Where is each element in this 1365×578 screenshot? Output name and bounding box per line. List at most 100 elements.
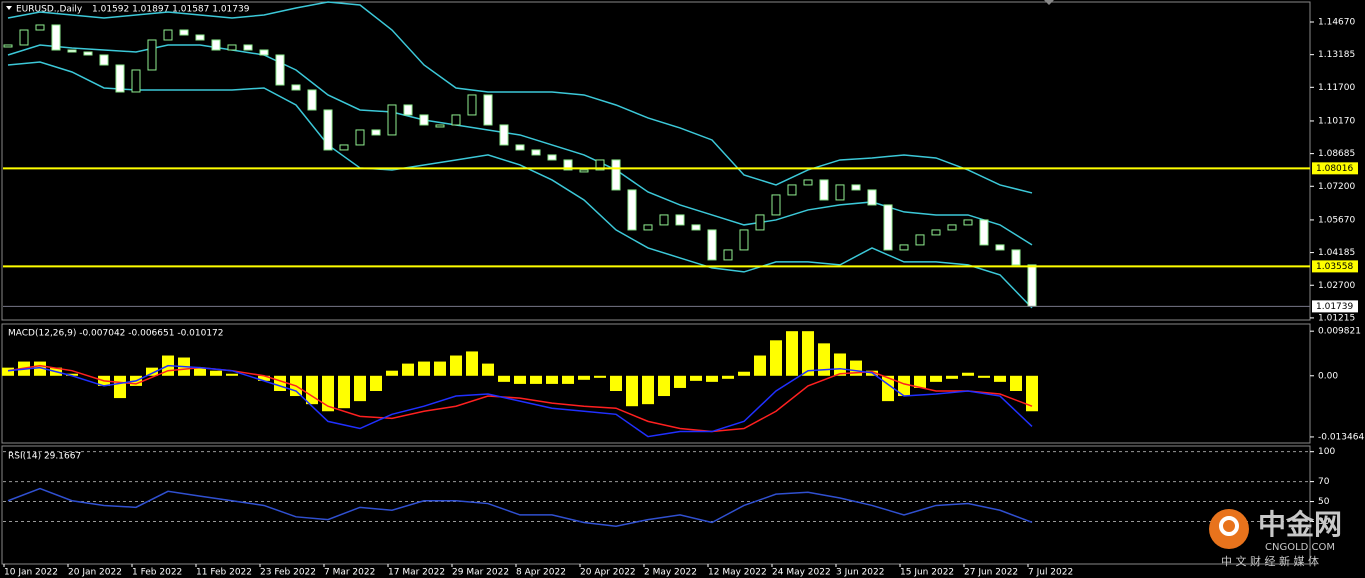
macd-bar <box>370 375 382 391</box>
x-tick-label: 12 May 2022 <box>708 568 767 578</box>
x-tick-label: 2 May 2022 <box>644 568 697 578</box>
candle <box>723 249 733 261</box>
macd-bar <box>914 375 926 388</box>
x-tick-label: 7 Mar 2022 <box>324 568 375 578</box>
candle <box>803 179 813 186</box>
candle <box>19 29 29 46</box>
macd-bar <box>690 375 702 381</box>
logo-name: 中金网 <box>1258 508 1342 541</box>
candle <box>451 114 461 126</box>
macd-bar <box>194 367 206 376</box>
candle <box>515 144 525 151</box>
candle <box>35 24 45 31</box>
macd-bar <box>610 375 622 391</box>
candle <box>659 214 669 226</box>
macd-bar <box>258 375 270 381</box>
candle <box>739 229 749 251</box>
macd-bar <box>418 361 430 376</box>
macd-panel <box>1 323 1311 444</box>
band-middle <box>7 44 1033 246</box>
candle <box>899 244 909 251</box>
shift-marker <box>1044 0 1054 5</box>
macd-line <box>7 364 1033 433</box>
candle <box>755 214 765 231</box>
macd-bar <box>530 375 542 384</box>
macd-label: MACD(12,26,9) -0.007042 -0.006651 -0.010… <box>8 329 224 339</box>
macd-bar <box>722 375 734 379</box>
macd-bar <box>674 375 686 388</box>
y-tick-label: 1.02700 <box>1318 281 1355 291</box>
macd-bar <box>306 375 318 405</box>
logo-slogan: 中 文 财 经 新 媒 体 <box>1221 554 1319 568</box>
macd-line <box>7 364 1033 438</box>
x-tick-label: 29 Mar 2022 <box>452 568 509 578</box>
candle <box>771 194 781 216</box>
y-tick-label: 70 <box>1318 477 1330 487</box>
last-price-label: 1.01739 <box>1316 302 1353 312</box>
x-tick-label: 20 Jan 2022 <box>68 568 122 578</box>
candle <box>371 129 381 136</box>
macd-bar <box>786 331 798 376</box>
macd-bar <box>626 375 638 407</box>
x-tick-label: 7 Jul 2022 <box>1028 568 1073 578</box>
macd-bar <box>898 375 910 397</box>
candle <box>163 29 173 41</box>
y-tick-label: 1.04185 <box>1318 248 1355 258</box>
macd-bar <box>1010 375 1022 391</box>
candle <box>131 69 141 93</box>
level-label: 1.03558 <box>1316 262 1353 272</box>
rsi-line <box>7 487 1033 527</box>
macd-bar <box>482 363 494 376</box>
symbol: EURUSD.,Daily <box>16 5 83 15</box>
candle <box>275 54 285 86</box>
macd-bar <box>66 373 78 376</box>
candle <box>403 104 413 116</box>
macd-bar <box>946 375 958 379</box>
x-tick-label: 1 Feb 2022 <box>132 568 182 578</box>
y-tick-label: 1.11700 <box>1318 83 1355 93</box>
macd-bar <box>146 367 158 376</box>
candle <box>147 39 157 71</box>
macd-bar <box>386 370 398 376</box>
candle <box>323 109 333 151</box>
logo-site: CNGOLD.COM <box>1265 542 1335 553</box>
x-tick-label: 8 Apr 2022 <box>516 568 566 578</box>
macd-bar <box>978 375 990 378</box>
candle <box>259 49 269 56</box>
x-tick-label: 24 May 2022 <box>772 568 831 578</box>
macd-bar <box>642 375 654 405</box>
candle <box>579 169 589 173</box>
y-tick-label: 50 <box>1318 497 1330 507</box>
candle <box>851 184 861 191</box>
candle <box>995 244 1005 251</box>
candle <box>1027 264 1037 307</box>
candle <box>227 44 237 51</box>
y-tick-label: 1.14670 <box>1318 17 1355 27</box>
macd-bar <box>338 375 350 409</box>
level-tag <box>1312 162 1358 175</box>
candle <box>419 114 429 126</box>
macd-bar <box>802 331 814 376</box>
candle <box>947 224 957 231</box>
candle <box>979 219 989 246</box>
dropdown-icon[interactable] <box>6 6 12 10</box>
candle <box>563 159 573 171</box>
macd-bar <box>834 353 846 376</box>
candle <box>883 204 893 251</box>
candle <box>675 214 685 226</box>
x-tick-label: 27 Jun 2022 <box>964 568 1018 578</box>
x-tick-label: 17 Mar 2022 <box>388 568 445 578</box>
candle <box>499 124 509 146</box>
x-tick-label: 10 Jan 2022 <box>4 568 58 578</box>
macd-bar <box>34 361 46 376</box>
macd-bar <box>578 375 590 380</box>
logo-icon <box>1209 509 1249 549</box>
band-lower <box>7 61 1033 309</box>
x-tick-label: 15 Jun 2022 <box>900 568 954 578</box>
candle <box>531 149 541 156</box>
macd-bar <box>994 375 1006 382</box>
price-panel <box>1 1 1311 321</box>
candle <box>915 234 925 246</box>
candle <box>195 34 205 41</box>
